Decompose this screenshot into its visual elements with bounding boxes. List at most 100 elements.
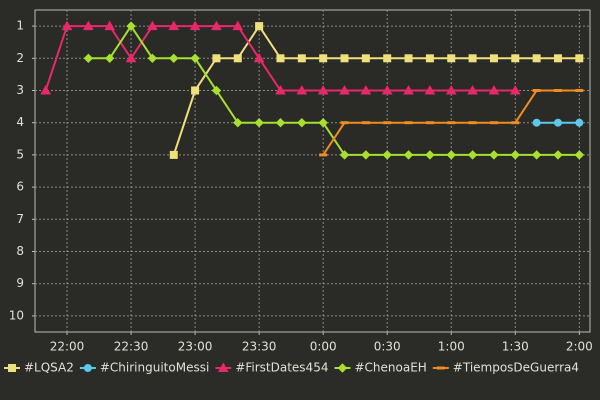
marker	[509, 84, 521, 95]
legend-label: #ChenoaEH	[354, 361, 426, 375]
x-tick-label: 22:00	[50, 340, 85, 354]
marker	[83, 53, 94, 64]
marker	[510, 150, 520, 160]
y-tick-label: 4	[16, 115, 24, 129]
marker	[446, 150, 456, 160]
x-tick-label: 23:30	[242, 340, 277, 354]
marker	[489, 150, 499, 160]
marker	[574, 150, 585, 160]
marker	[382, 150, 392, 160]
y-tick-label: 1	[16, 19, 24, 33]
marker	[297, 54, 306, 63]
marker	[211, 85, 222, 96]
marker	[424, 84, 436, 95]
marker	[297, 117, 307, 128]
y-tick-label: 6	[16, 180, 24, 194]
y-tick-label: 8	[16, 244, 24, 258]
marker	[381, 84, 393, 95]
y-tick-label: 9	[16, 276, 24, 290]
marker	[403, 84, 414, 95]
marker	[232, 20, 244, 31]
marker	[553, 150, 563, 160]
marker	[425, 54, 434, 63]
marker	[532, 54, 541, 63]
marker	[212, 54, 221, 63]
marker	[105, 53, 115, 64]
marker	[275, 117, 286, 128]
marker	[553, 118, 562, 127]
marker	[575, 54, 584, 63]
marker	[361, 54, 370, 63]
y-tick-label: 3	[16, 83, 24, 97]
marker	[318, 117, 328, 128]
marker	[254, 117, 264, 128]
marker	[189, 20, 201, 31]
x-tick-label: 2:00	[566, 340, 593, 354]
marker	[253, 52, 265, 63]
marker	[403, 150, 414, 160]
marker	[233, 54, 242, 63]
marker	[553, 54, 562, 63]
marker	[169, 53, 179, 64]
marker	[317, 84, 329, 95]
legend-label: #LQSA2	[24, 361, 74, 375]
legend-label: #FirstDates454	[235, 361, 328, 375]
x-tick-label: 22:30	[114, 340, 149, 354]
marker	[233, 117, 243, 128]
marker	[425, 150, 435, 160]
marker	[126, 21, 136, 31]
marker	[83, 20, 94, 31]
marker	[8, 364, 16, 372]
y-tick-label: 7	[16, 212, 24, 226]
marker	[211, 20, 222, 31]
marker	[383, 54, 392, 63]
marker	[447, 54, 456, 63]
marker	[531, 150, 542, 160]
marker	[360, 84, 372, 95]
marker	[125, 52, 137, 63]
marker	[296, 84, 308, 95]
plot-area	[34, 9, 591, 333]
marker	[169, 150, 178, 159]
y-tick-label: 5	[16, 147, 24, 161]
marker	[339, 150, 350, 160]
marker	[83, 364, 92, 372]
marker	[489, 54, 498, 63]
marker	[511, 54, 520, 63]
marker	[445, 84, 457, 95]
marker	[168, 20, 180, 31]
legend-label: #TiemposDeGuerra4	[453, 361, 579, 375]
x-tick-label: 1:30	[502, 340, 529, 354]
marker	[147, 53, 158, 64]
x-tick-label: 1:00	[438, 340, 465, 354]
x-tick-label: 0:00	[310, 340, 337, 354]
marker	[340, 54, 349, 63]
marker	[488, 84, 500, 95]
marker	[255, 22, 264, 31]
marker	[361, 150, 371, 160]
marker	[319, 54, 328, 63]
marker	[275, 84, 286, 95]
marker	[467, 150, 478, 160]
x-tick-label: 23:00	[178, 340, 213, 354]
marker	[191, 86, 200, 95]
marker	[147, 20, 158, 31]
marker	[40, 84, 52, 95]
marker	[276, 54, 285, 63]
legend-label: #ChiringuitoMessi	[100, 361, 209, 375]
marker	[575, 118, 584, 127]
y-tick-label: 10	[9, 308, 24, 322]
marker	[217, 362, 229, 372]
marker	[190, 53, 200, 64]
marker	[467, 84, 478, 95]
marker	[404, 54, 413, 63]
marker	[339, 84, 350, 95]
marker	[532, 118, 541, 127]
y-tick-label: 2	[16, 51, 24, 65]
marker	[468, 54, 477, 63]
x-tick-label: 0:30	[374, 340, 401, 354]
marker	[61, 20, 73, 31]
marker	[337, 363, 348, 373]
marker	[104, 20, 116, 31]
